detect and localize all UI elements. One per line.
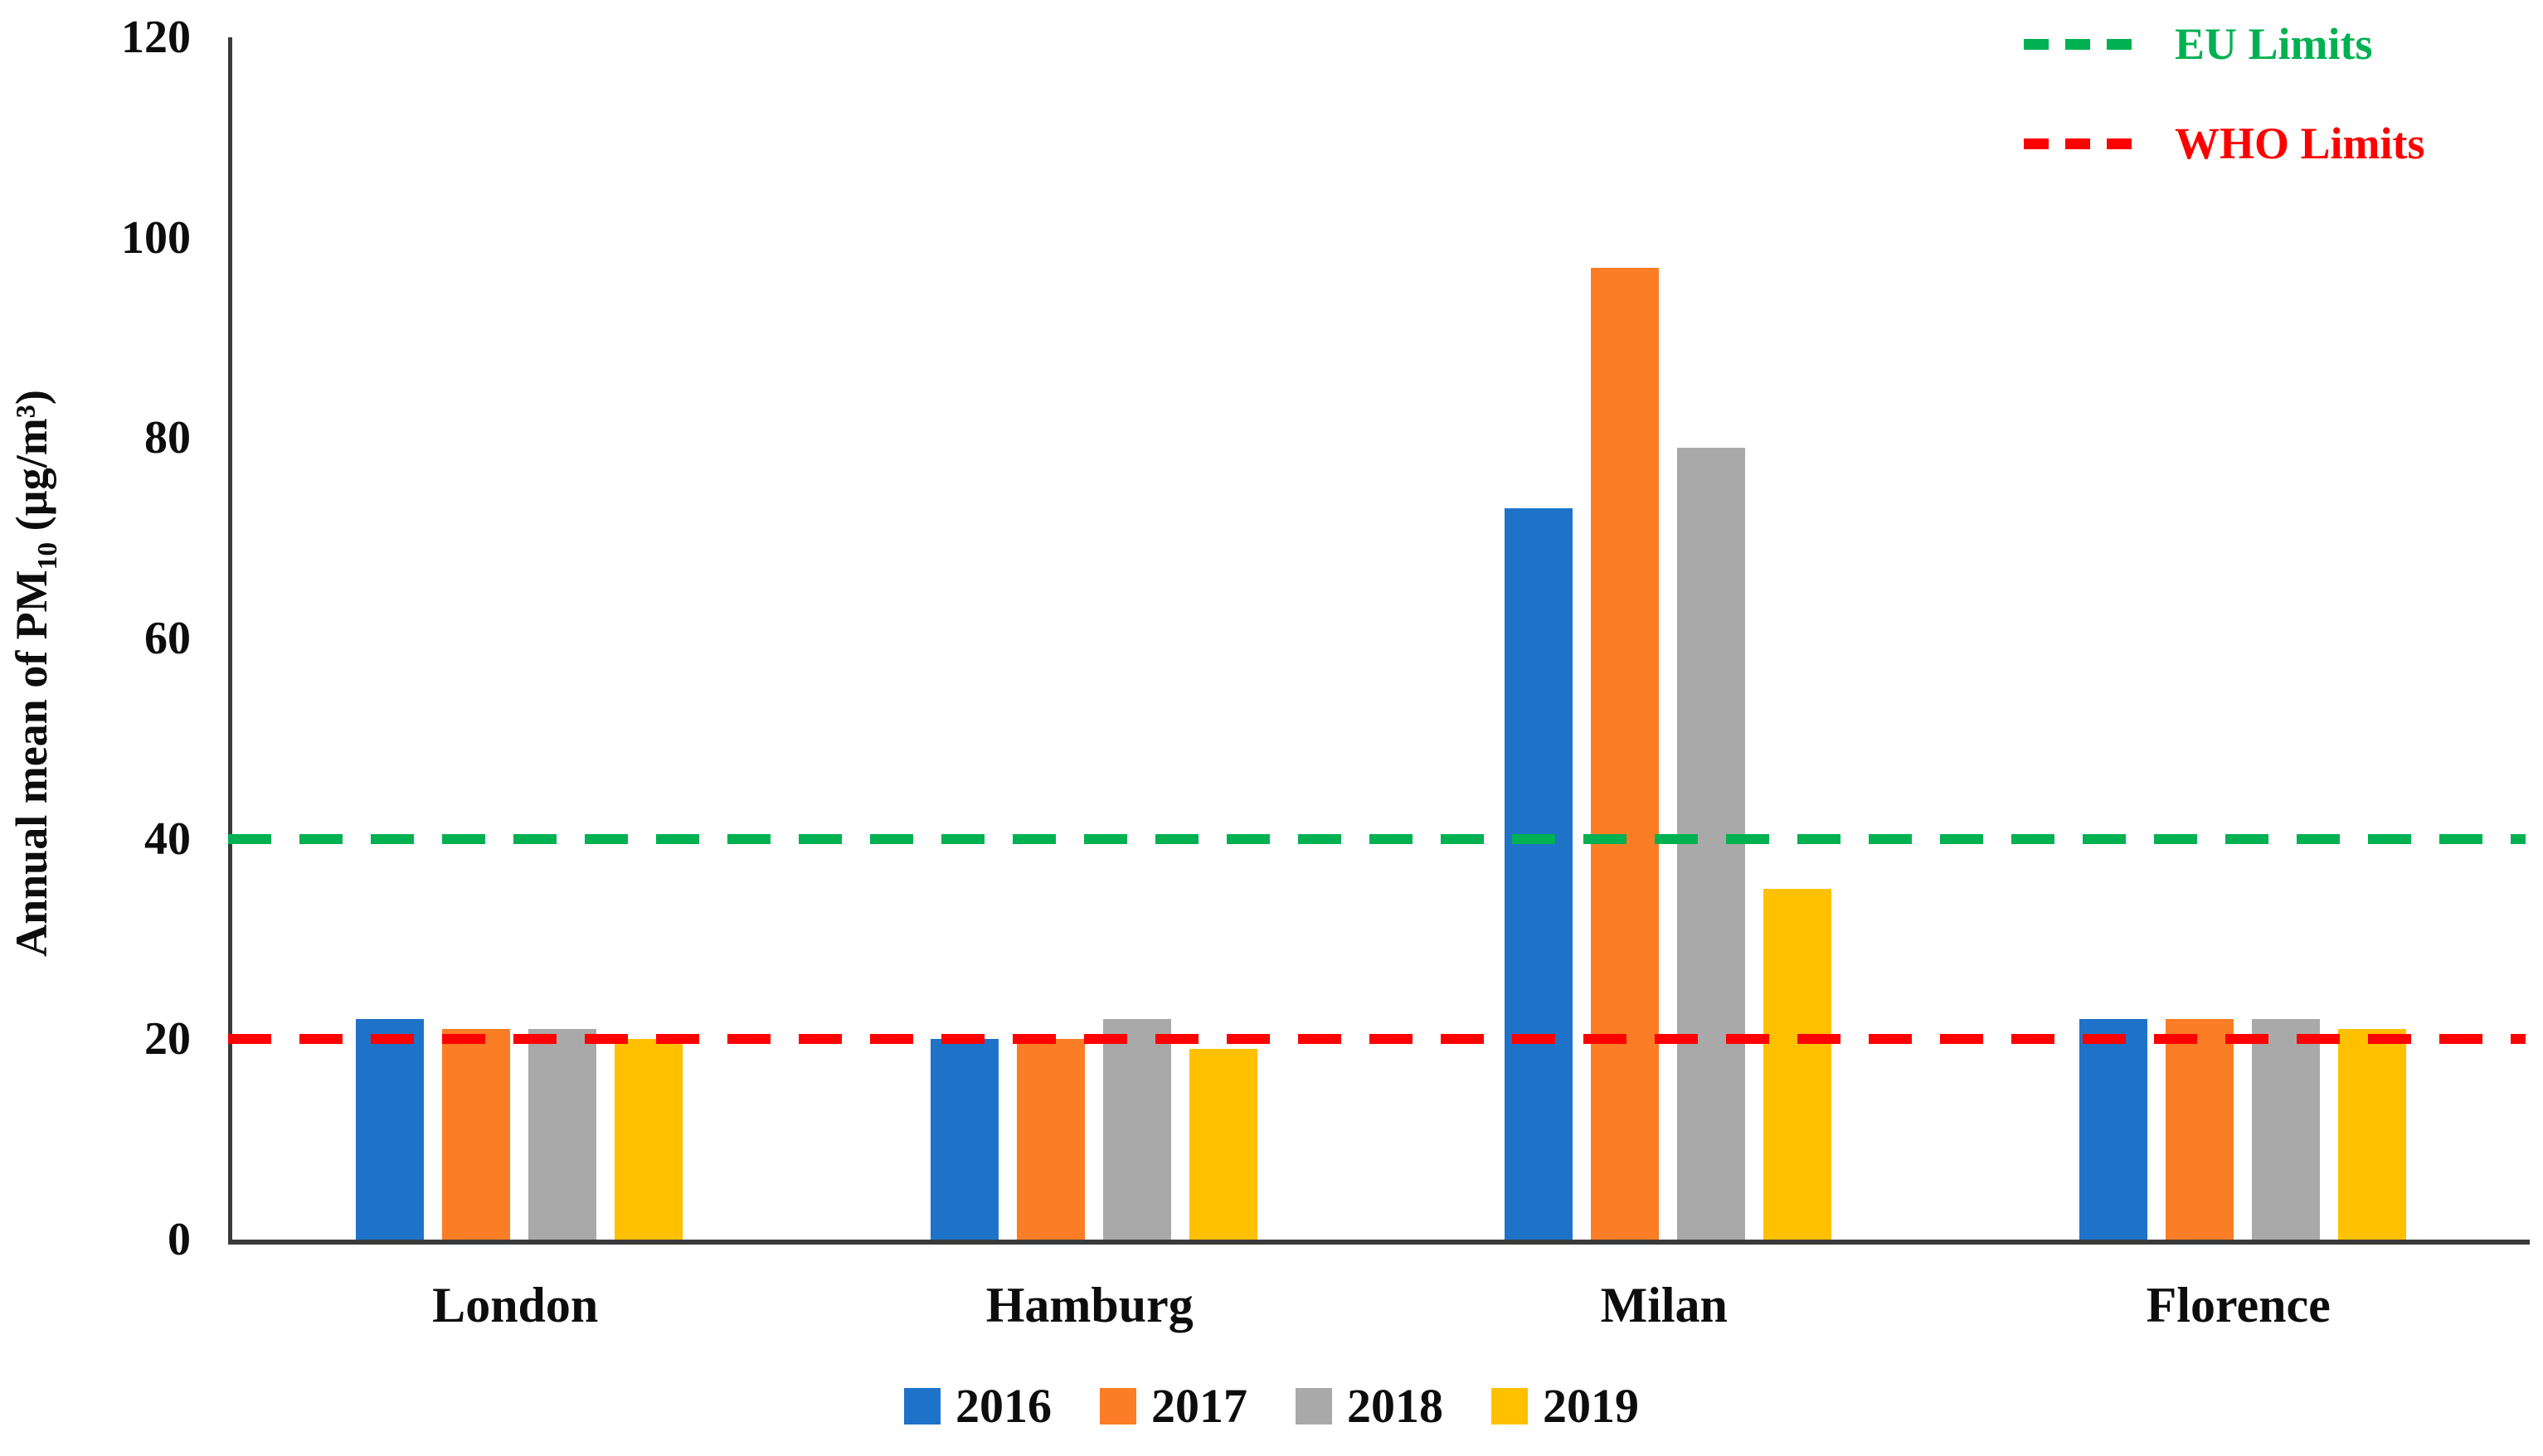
year-swatch-icon-2019 (1491, 1387, 1528, 1424)
bar-milan-2016 (1505, 508, 1573, 1240)
bar-london-2018 (528, 1029, 597, 1240)
bar-group-hamburg (930, 1019, 1257, 1240)
bar-milan-2017 (1591, 268, 1660, 1240)
bar-florence-2016 (2079, 1019, 2147, 1240)
bar-group-london (356, 1019, 683, 1240)
eu-limits-dash-icon (2024, 38, 2138, 50)
bar-group-milan (1505, 268, 1832, 1240)
year-swatch-icon-2016 (904, 1387, 941, 1424)
bar-group-florence (2079, 1019, 2406, 1240)
bar-hamburg-2016 (930, 1039, 999, 1240)
plot-area (228, 37, 2530, 1245)
y-tick-label-40: 40 (144, 813, 191, 865)
year-legend-label: 2016 (955, 1379, 1052, 1433)
x-category-label-florence: Florence (2146, 1278, 2331, 1332)
y-tick-label-0: 0 (168, 1214, 191, 1265)
y-tick-label-20: 20 (144, 1013, 191, 1065)
who-limits-dash-icon (2024, 138, 2138, 149)
x-category-label-milan: Milan (1600, 1278, 1728, 1332)
bar-london-2016 (356, 1019, 425, 1240)
bar-florence-2018 (2251, 1019, 2320, 1240)
year-swatch-icon-2018 (1296, 1387, 1332, 1424)
year-swatch-icon-2017 (1100, 1387, 1136, 1424)
x-category-label-london: London (432, 1278, 599, 1332)
bar-hamburg-2017 (1016, 1039, 1085, 1240)
year-legend-label: 2018 (1347, 1379, 1443, 1433)
bar-hamburg-2019 (1189, 1049, 1257, 1240)
y-tick-label-120: 120 (121, 12, 191, 63)
y-tick-label-100: 100 (121, 211, 191, 264)
bar-milan-2019 (1763, 889, 1832, 1240)
y-axis-title-subscript: 10 (32, 541, 63, 570)
y-axis-title: Annual mean of PM10 (µg/m³) (6, 390, 64, 957)
years-legend: 2016 2017 2018 2019 (0, 1378, 2543, 1434)
bar-florence-2019 (2337, 1029, 2406, 1240)
y-tick-label-60: 60 (144, 613, 191, 664)
year-legend-label: 2019 (1543, 1379, 1639, 1433)
y-tick-label-80: 80 (144, 412, 191, 464)
who-limits-line (228, 1034, 2526, 1045)
limit-legend-row-eu-limits: EU Limits (2024, 18, 2425, 70)
bar-london-2017 (442, 1029, 511, 1240)
year-legend-item-2016: 2016 (904, 1378, 1052, 1434)
limit-legend-label: WHO Limits (2175, 119, 2425, 168)
limit-legend-label: EU Limits (2175, 19, 2373, 69)
bar-hamburg-2018 (1102, 1019, 1171, 1240)
year-legend-label: 2017 (1151, 1379, 1247, 1433)
x-category-label-hamburg: Hamburg (985, 1278, 1194, 1332)
year-legend-item-2017: 2017 (1100, 1378, 1247, 1434)
y-axis-title-suffix: (µg/m³) (7, 390, 57, 542)
year-legend-item-2018: 2018 (1296, 1378, 1443, 1434)
limits-legend: EU Limits WHO Limits (2024, 18, 2425, 169)
eu-limits-line (228, 833, 2526, 844)
year-legend-item-2019: 2019 (1491, 1378, 1639, 1434)
bar-florence-2017 (2165, 1019, 2234, 1240)
limit-legend-row-who-limits: WHO Limits (2024, 118, 2425, 169)
bar-london-2019 (615, 1039, 683, 1240)
